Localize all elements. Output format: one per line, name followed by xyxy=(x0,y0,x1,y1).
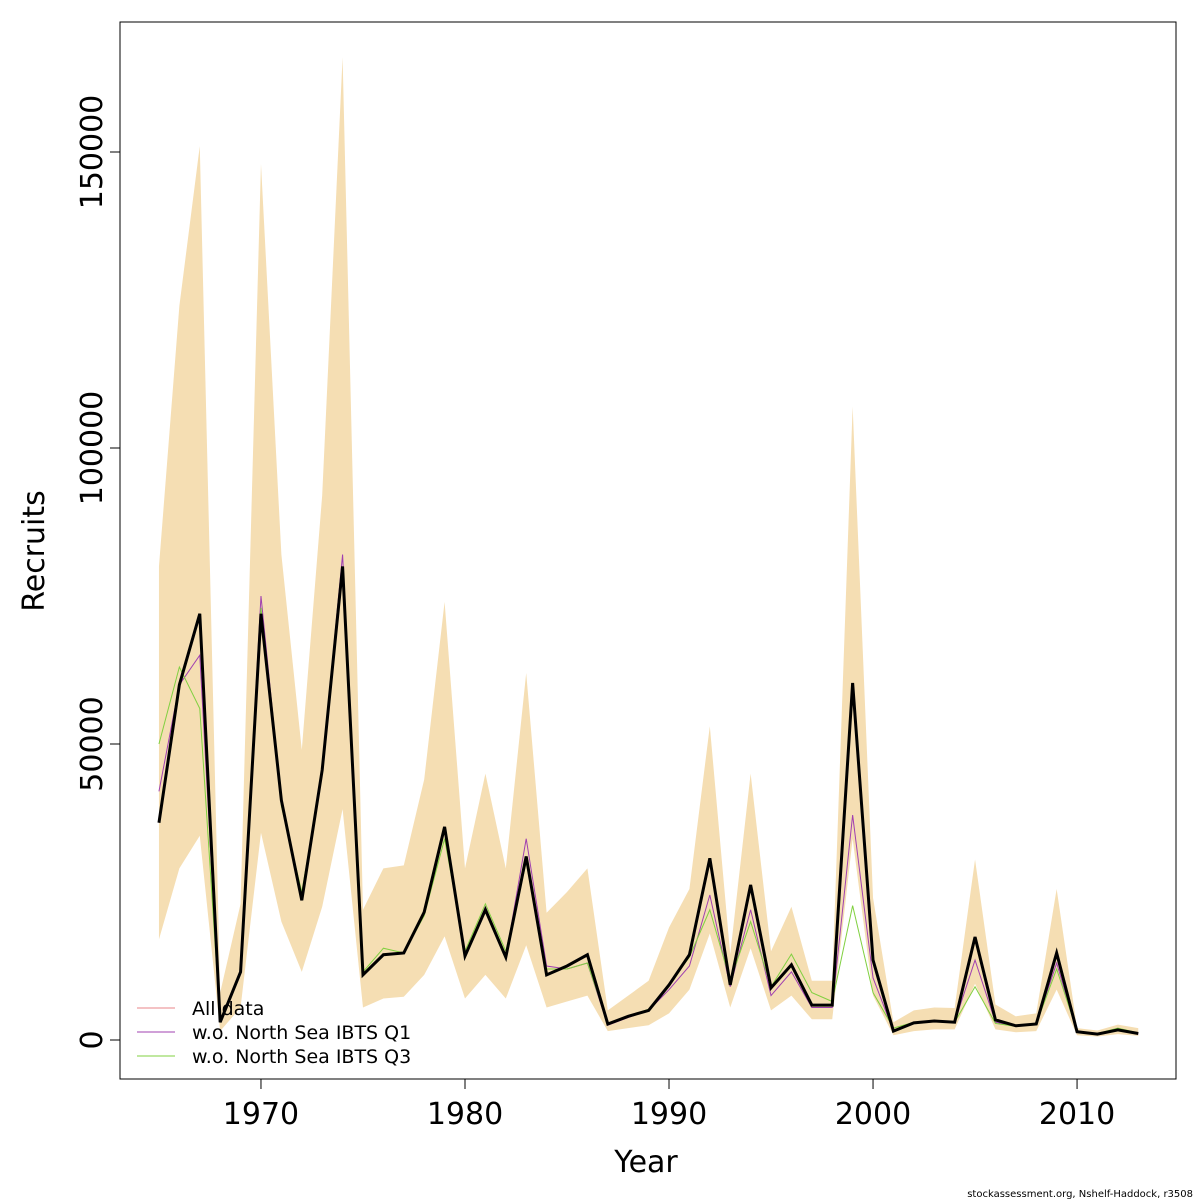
plot-frame xyxy=(119,21,1177,1080)
x-tick-label: 1990 xyxy=(631,1097,707,1132)
x-tick-label: 1980 xyxy=(427,1097,503,1132)
x-axis-label: Year xyxy=(613,1145,678,1180)
y-tick-label: 150000 xyxy=(75,95,110,210)
y-tick-label: 100000 xyxy=(75,391,110,506)
legend-label: All data xyxy=(192,998,264,1020)
x-tick-label: 2010 xyxy=(1039,1097,1115,1132)
footer: stockassessment.org, Nshelf-Haddock, r35… xyxy=(967,1189,1193,1200)
confidence-band xyxy=(158,57,1139,1037)
estimate-line xyxy=(157,566,1139,1036)
x-tick-label: 2000 xyxy=(835,1097,911,1132)
y-tick-label: 50000 xyxy=(75,696,110,791)
x-tick-label: 1970 xyxy=(223,1097,299,1132)
y-tick-label: 0 xyxy=(75,1030,110,1049)
y-axis-label: Recruits xyxy=(17,490,52,612)
legend-label: w.o. North Sea IBTS Q3 xyxy=(192,1046,411,1068)
legend-label: w.o. North Sea IBTS Q1 xyxy=(192,1022,411,1044)
